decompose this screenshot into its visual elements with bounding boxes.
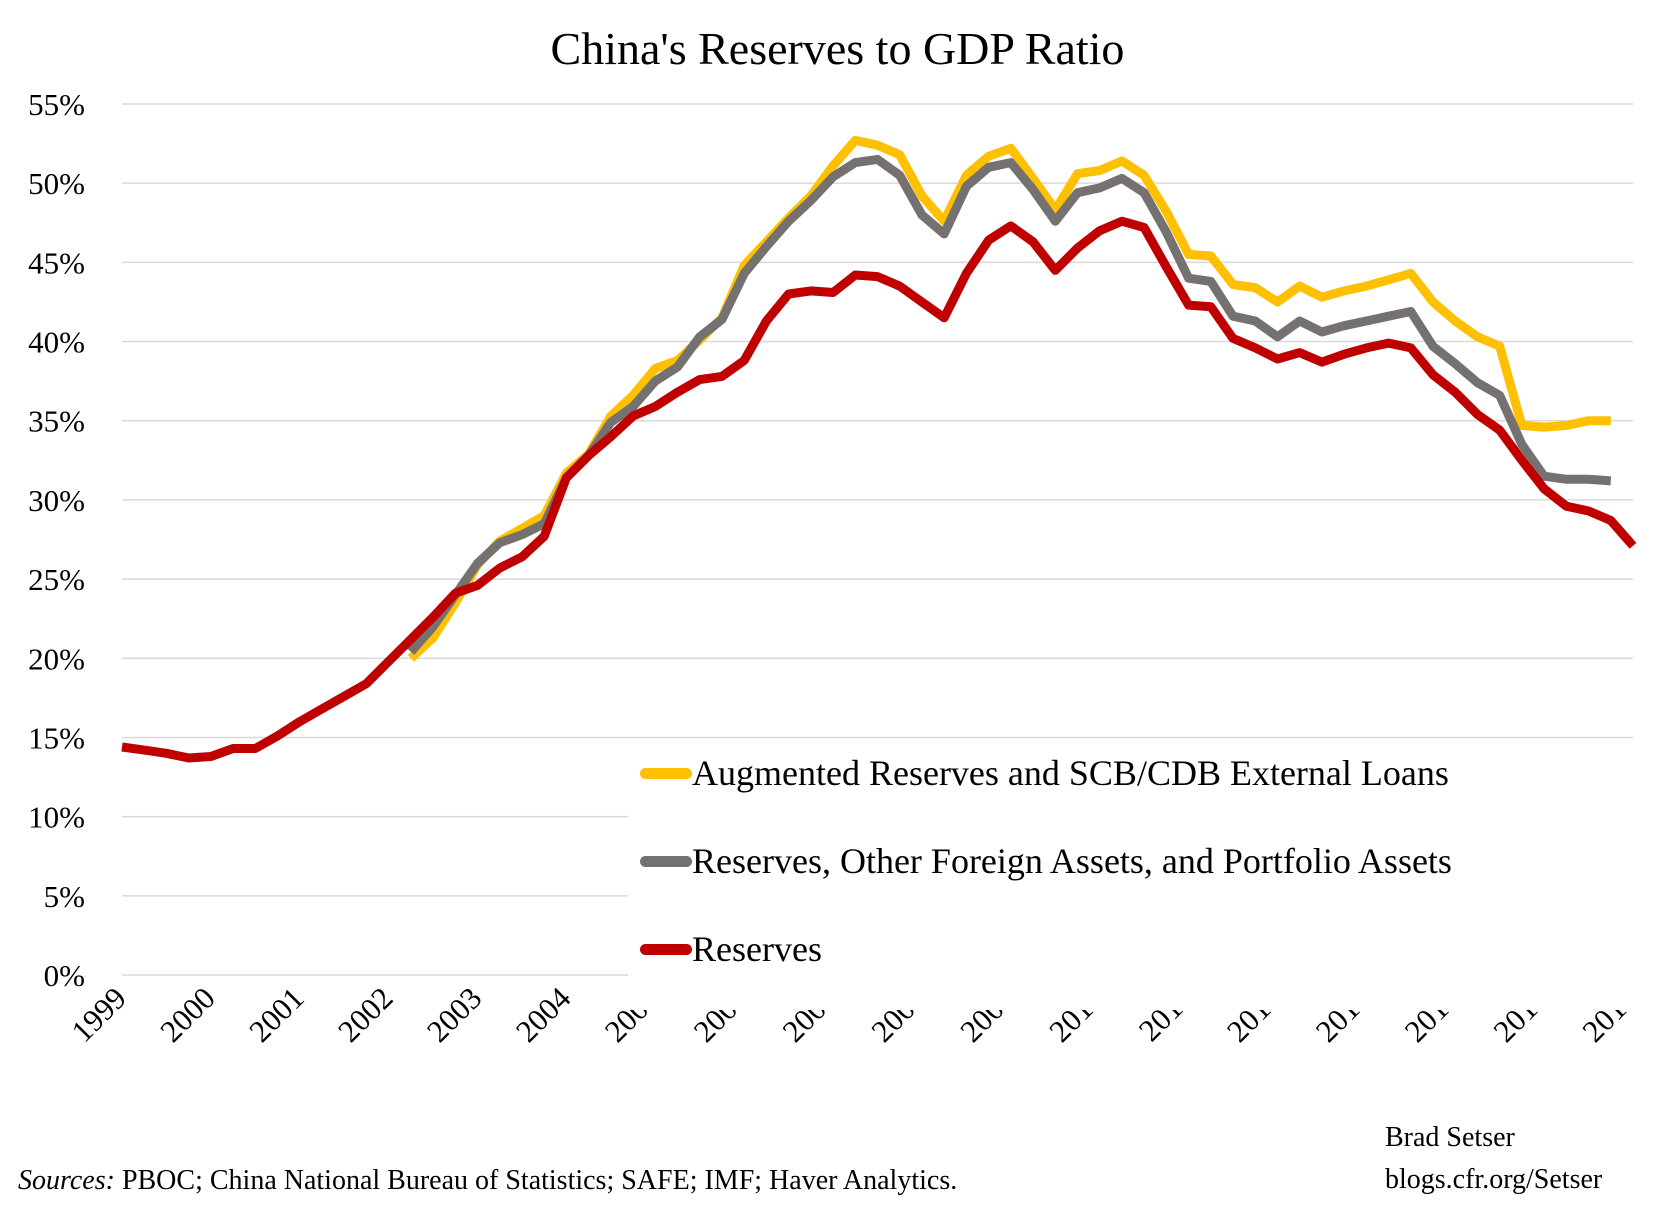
x-tick-label: 2000 bbox=[153, 980, 222, 1049]
y-tick-label: 10% bbox=[28, 800, 85, 835]
legend-label-other-foreign-assets: Reserves, Other Foreign Assets, and Port… bbox=[692, 841, 1452, 881]
legend-item-reserves: Reserves bbox=[640, 928, 822, 970]
y-tick-label: 5% bbox=[44, 879, 85, 914]
y-tick-label: 25% bbox=[28, 562, 85, 597]
series-line-1 bbox=[407, 154, 1612, 655]
y-tick-label: 55% bbox=[28, 87, 85, 122]
y-tick-label: 20% bbox=[28, 641, 85, 676]
y-axis-labels: 0% 5% 10% 15% 20% 25% 30% 35% 40% 45% 50% 55% bbox=[28, 87, 85, 993]
x-tick-label: 2001 bbox=[242, 980, 311, 1049]
sources-label: Sources: bbox=[18, 1165, 115, 1196]
y-tick-label: 35% bbox=[28, 404, 85, 439]
sources-text: PBOC; China National Bureau of Statistic… bbox=[114, 1165, 958, 1196]
x-tick-label: 2003 bbox=[420, 980, 489, 1049]
y-tick-label: 30% bbox=[28, 483, 85, 518]
legend-label-augmented: Augmented Reserves and SCB/CDB External … bbox=[692, 753, 1449, 793]
author-credit: Brad Setser blogs.cfr.org/Setser bbox=[1385, 1117, 1602, 1201]
y-tick-label: 45% bbox=[28, 245, 85, 280]
blog-url: blogs.cfr.org/Setser bbox=[1385, 1164, 1603, 1195]
legend-swatch-other-foreign-assets bbox=[640, 855, 692, 867]
y-tick-label: 50% bbox=[28, 166, 85, 201]
series-line-2 bbox=[121, 216, 1637, 763]
legend-swatch-reserves bbox=[640, 943, 692, 955]
author-name: Brad Setser bbox=[1385, 1122, 1515, 1153]
x-tick-label: 2004 bbox=[509, 980, 578, 1049]
legend-label-reserves: Reserves bbox=[692, 929, 822, 969]
legend-item-other-foreign-assets: Reserves, Other Foreign Assets, and Port… bbox=[640, 840, 1452, 882]
legend-background bbox=[628, 740, 1638, 1010]
y-tick-label: 40% bbox=[28, 325, 85, 360]
y-tick-label: 0% bbox=[44, 958, 85, 993]
series-lines bbox=[121, 135, 1637, 763]
x-tick-label: 2002 bbox=[331, 980, 400, 1049]
legend-swatch-augmented bbox=[640, 767, 692, 779]
sources-note: Sources: PBOC; China National Bureau of … bbox=[18, 1165, 957, 1197]
chart-title: China's Reserves to GDP Ratio bbox=[550, 23, 1125, 74]
legend-item-augmented: Augmented Reserves and SCB/CDB External … bbox=[640, 752, 1449, 794]
y-tick-label: 15% bbox=[28, 720, 85, 755]
series-line-0 bbox=[407, 135, 1611, 662]
